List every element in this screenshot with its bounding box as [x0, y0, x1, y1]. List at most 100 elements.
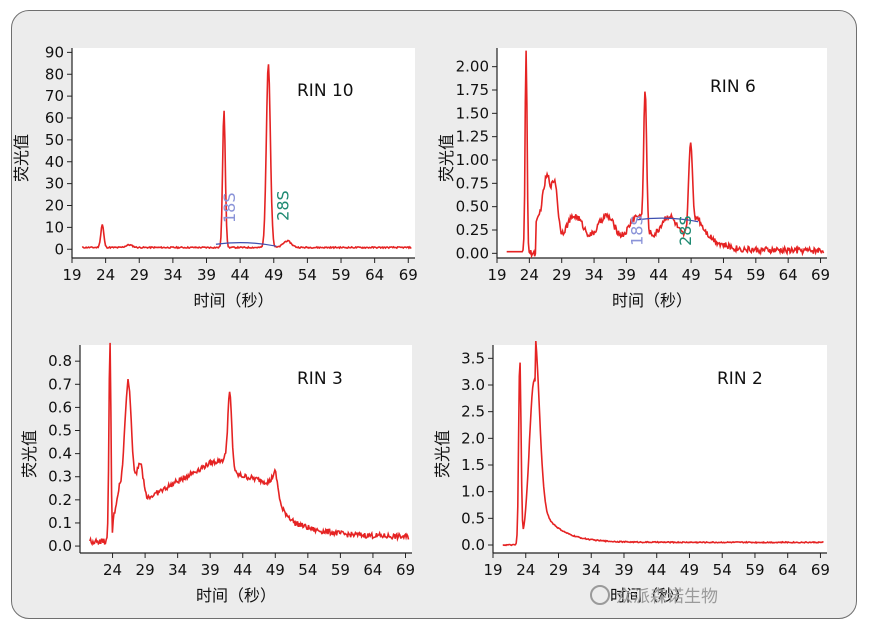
y-tick-label: 30	[45, 175, 64, 193]
x-tick-label: 34	[168, 561, 187, 579]
x-tick-label: 49	[266, 561, 285, 579]
x-tick-label: 44	[233, 561, 252, 579]
y-tick-label: 0	[54, 240, 64, 258]
y-tick-label: 0.25	[456, 221, 489, 239]
x-tick-label: 24	[96, 266, 115, 284]
y-tick-label: 2.0	[461, 429, 485, 447]
y-tick-label: 0.7	[48, 375, 72, 393]
chart-rin3: 0.0 0.1 0.2 0.3 0.4 0.5 0.6 0.7 0.8 24 29 34 39 44 49 5…	[20, 342, 415, 605]
series-line	[506, 50, 825, 258]
x-tick-label: 54	[714, 266, 733, 284]
x-tick-label: 24	[103, 561, 122, 579]
x-tick-label: 44	[649, 266, 668, 284]
plot-area	[72, 48, 415, 258]
chart-rin6: 0.00 0.25 0.50 0.75 1.00 1.25 1.50 1.75 2.00 19 24…	[437, 48, 830, 310]
x-tick-label: 39	[614, 561, 633, 579]
x-tick-label: 29	[136, 561, 155, 579]
peak-label: 28S	[676, 215, 695, 246]
y-tick-label: 0.3	[48, 468, 72, 486]
chart-rin2: 0.0 0.5 1.0 1.5 2.0 2.5 3.0 3.5 19 24 29 34 39 44 49 54…	[433, 341, 830, 605]
y-tick-label: 0.2	[48, 491, 72, 509]
series-line	[502, 341, 824, 547]
x-tick-label: 39	[197, 266, 216, 284]
x-tick-label: 69	[811, 561, 830, 579]
y-tick-label: 0.8	[48, 352, 72, 370]
y-tick-label: 0.0	[461, 536, 485, 554]
x-tick-label: 19	[483, 561, 502, 579]
baseline-fit	[215, 242, 277, 247]
series-line	[89, 342, 410, 547]
y-axis-title: 荧光值	[433, 430, 452, 478]
peak-label: 18S	[220, 192, 239, 223]
y-tick-label: 0.00	[456, 244, 489, 262]
y-tick-label: 2.5	[461, 403, 485, 421]
x-tick-label: 49	[264, 266, 283, 284]
x-tick-label: 64	[365, 266, 384, 284]
y-tick-label: 1.00	[456, 151, 489, 169]
y-tick-label: 1.75	[456, 81, 489, 99]
y-tick-label: 1.5	[461, 456, 485, 474]
plot-area	[80, 345, 412, 553]
y-tick-label: 0.5	[48, 422, 72, 440]
x-tick-label: 69	[811, 266, 830, 284]
x-tick-label: 29	[130, 266, 149, 284]
x-tick-label: 34	[582, 561, 601, 579]
x-tick-label: 49	[680, 561, 699, 579]
x-tick-label: 54	[298, 561, 317, 579]
x-tick-label: 69	[399, 266, 418, 284]
y-tick-label: 1.50	[456, 104, 489, 122]
y-tick-label: 50	[45, 131, 64, 149]
watermark-text: 众派森诺生物	[616, 587, 718, 607]
x-tick-label: 24	[520, 266, 539, 284]
x-tick-label: 34	[585, 266, 604, 284]
wechat-icon	[590, 585, 610, 605]
x-tick-label: 59	[746, 266, 765, 284]
x-axis-title: 时间（秒）	[610, 586, 690, 605]
x-axis-title: 时间（秒）	[612, 291, 692, 310]
y-tick-label: 2.00	[456, 58, 489, 76]
y-tick-label: 40	[45, 153, 64, 171]
y-tick-label: 10	[45, 218, 64, 236]
y-tick-label: 60	[45, 109, 64, 127]
rin-label: RIN 10	[297, 81, 354, 101]
x-tick-label: 19	[487, 266, 506, 284]
x-tick-label: 29	[552, 266, 571, 284]
plot-area	[493, 345, 827, 553]
x-axis-title: 时间（秒）	[193, 291, 273, 310]
peak-label: 28S	[274, 190, 293, 221]
y-axis-title: 荧光值	[20, 430, 39, 478]
x-tick-label: 24	[516, 561, 535, 579]
x-tick-label: 34	[163, 266, 182, 284]
y-tick-label: 70	[45, 87, 64, 105]
rin-label: RIN 3	[297, 369, 343, 389]
x-tick-label: 49	[682, 266, 701, 284]
x-tick-label: 54	[298, 266, 317, 284]
y-axis-title: 荧光值	[437, 134, 456, 182]
watermark: 众派森诺生物	[590, 582, 718, 607]
y-tick-label: 3.0	[461, 376, 485, 394]
baseline-fit	[637, 217, 699, 223]
x-tick-label: 69	[396, 561, 415, 579]
x-tick-label: 44	[231, 266, 250, 284]
y-tick-label: 0.4	[48, 445, 72, 463]
y-tick-label: 0.5	[461, 509, 485, 527]
x-tick-label: 54	[713, 561, 732, 579]
x-tick-label: 44	[647, 561, 666, 579]
y-tick-label: 80	[45, 65, 64, 83]
x-tick-label: 19	[62, 266, 81, 284]
y-tick-label: 0.75	[456, 174, 489, 192]
series-line	[81, 64, 412, 250]
x-tick-label: 64	[779, 266, 798, 284]
x-tick-label: 39	[201, 561, 220, 579]
x-tick-label: 59	[331, 266, 350, 284]
chart-rin10: 0 10 20 30 40 50 60 70 80 90 19 24 29 34 39 44 49 54 59 64 6…	[12, 43, 418, 310]
y-tick-label: 0.6	[48, 398, 72, 416]
y-tick-label: 90	[45, 43, 64, 61]
y-tick-label: 20	[45, 197, 64, 215]
y-tick-label: 0.1	[48, 514, 72, 532]
x-tick-label: 59	[745, 561, 764, 579]
y-axis-title: 荧光值	[12, 134, 31, 182]
y-tick-label: 0.50	[456, 198, 489, 216]
x-tick-label: 64	[778, 561, 797, 579]
